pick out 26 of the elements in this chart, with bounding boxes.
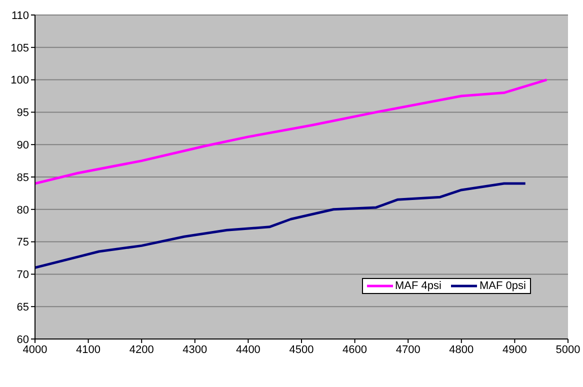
y-tick-label: 70 bbox=[16, 269, 29, 282]
x-tick-label: 4200 bbox=[129, 344, 154, 356]
x-tick-label: 4900 bbox=[502, 344, 527, 356]
line-series bbox=[35, 182, 527, 269]
x-tick-label: 4700 bbox=[396, 344, 420, 356]
line-series bbox=[35, 78, 548, 185]
y-tick-label: 95 bbox=[16, 107, 29, 120]
y-tick-label: 105 bbox=[10, 42, 29, 54]
x-tick-label: 4500 bbox=[289, 344, 314, 356]
x-tick-label: 4400 bbox=[236, 344, 260, 356]
x-tick-label: 4100 bbox=[76, 344, 101, 356]
legend-label: MAF 0psi bbox=[479, 280, 526, 292]
y-tick-label: 60 bbox=[16, 334, 29, 346]
y-tick-label: 90 bbox=[16, 140, 29, 152]
y-tick-label: 110 bbox=[11, 10, 29, 22]
y-tick-label: 80 bbox=[16, 204, 29, 216]
x-tick-label: 5000 bbox=[556, 344, 580, 356]
y-tick-label: 100 bbox=[10, 74, 29, 87]
x-tick-label: 4000 bbox=[22, 344, 48, 356]
x-tick-label: 4800 bbox=[449, 344, 474, 356]
x-tick-label: 4600 bbox=[342, 344, 368, 356]
y-tick-label: 85 bbox=[16, 172, 29, 184]
y-tick-label: 65 bbox=[16, 302, 29, 314]
y-tick-label: 75 bbox=[16, 236, 29, 249]
x-tick-label: 4300 bbox=[182, 344, 208, 356]
legend-label: MAF 4psi bbox=[395, 280, 442, 292]
